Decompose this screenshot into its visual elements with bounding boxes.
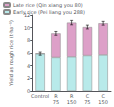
svg-text:C: C — [101, 93, 105, 99]
svg-text:6: 6 — [27, 50, 30, 56]
svg-text:R: R — [54, 93, 58, 99]
svg-text:12: 12 — [23, 12, 31, 18]
svg-text:75: 75 — [84, 99, 90, 105]
svg-text:4: 4 — [27, 63, 30, 69]
svg-text:Early rice (Pei liang you 288): Early rice (Pei liang you 288) — [13, 9, 85, 16]
svg-text:Yield as rough rice (t·ha⁻¹): Yield as rough rice (t·ha⁻¹) — [8, 20, 15, 87]
svg-text:150: 150 — [67, 99, 77, 105]
svg-text:8: 8 — [27, 37, 30, 43]
svg-text:0: 0 — [27, 88, 30, 94]
svg-text:C: C — [85, 93, 90, 99]
svg-text:150: 150 — [98, 99, 108, 105]
svg-text:Late rice (Qin xiang you 80): Late rice (Qin xiang you 80) — [13, 2, 83, 9]
svg-text:R: R — [69, 93, 74, 99]
svg-text:10: 10 — [24, 25, 30, 31]
svg-text:2: 2 — [27, 75, 30, 81]
svg-text:Control: Control — [31, 93, 49, 99]
svg-text:75: 75 — [53, 99, 59, 105]
